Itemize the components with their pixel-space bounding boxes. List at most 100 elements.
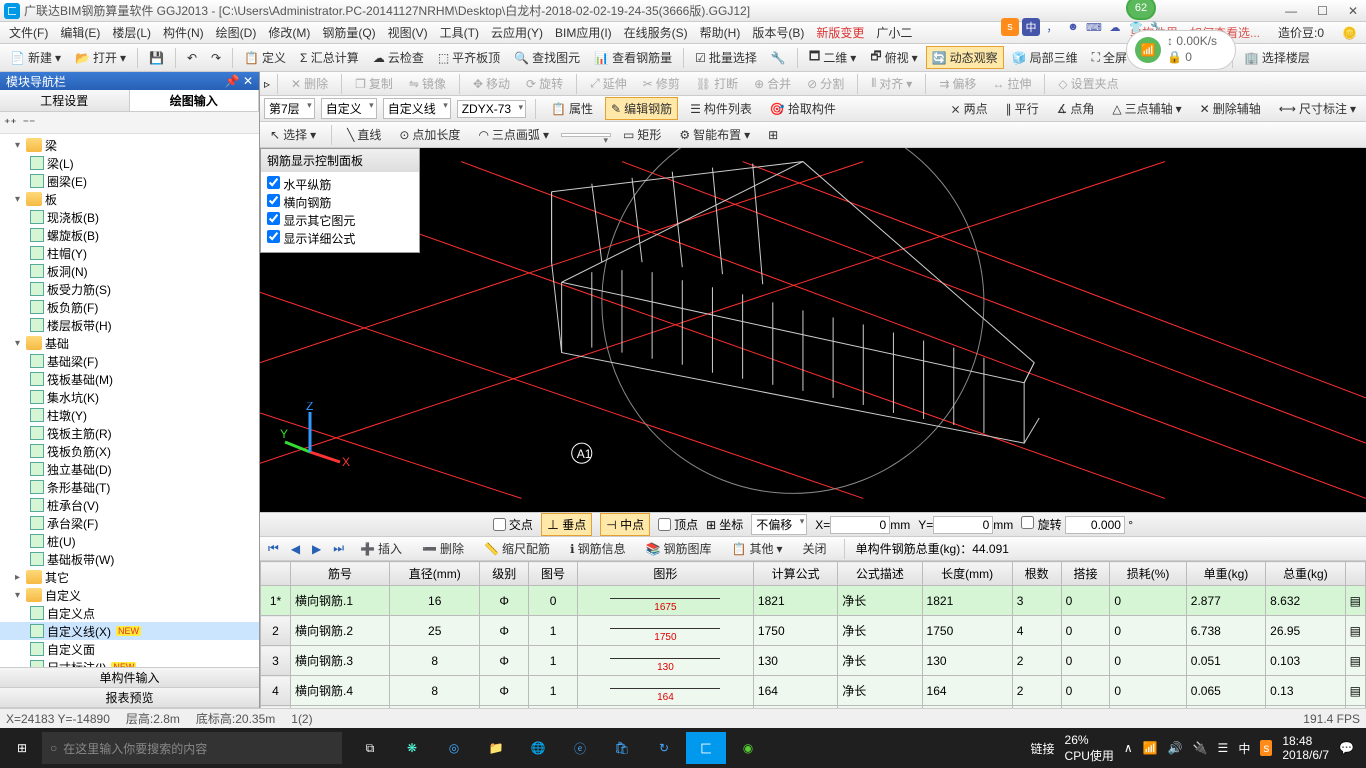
find-button[interactable]: 🔍 查找图元	[508, 46, 586, 69]
app3-icon[interactable]: 匚	[686, 732, 726, 764]
parallel-button[interactable]: ∥ 平行	[1000, 97, 1045, 120]
grid-header[interactable]: 筋号	[291, 562, 390, 586]
menu-modify[interactable]: 修改(M)	[263, 22, 315, 43]
start-button[interactable]: ⊞	[4, 732, 40, 764]
tree-item[interactable]: 自定义点	[0, 604, 259, 622]
3d-viewport[interactable]: A1 X Y Z 钢筋显示控制面板 水平纵筋 横向钢筋 显示其它图元 显示详细公…	[260, 148, 1366, 512]
grid-header[interactable]: 公式描述	[838, 562, 922, 586]
menu-file[interactable]: 文件(F)	[4, 22, 53, 43]
tree-item[interactable]: 基础板带(W)	[0, 550, 259, 568]
tree-item[interactable]: ▾梁	[0, 136, 259, 154]
tray-vol-icon[interactable]: 🔊	[1168, 741, 1183, 755]
tray-up-icon[interactable]: ∧	[1124, 741, 1133, 755]
menu-tool[interactable]: 工具(T)	[435, 22, 484, 43]
edge-icon[interactable]: ◎	[434, 732, 474, 764]
tray-notif-icon[interactable]: 💬	[1339, 741, 1354, 755]
redo-icon[interactable]: ↷	[205, 48, 227, 68]
app1-icon[interactable]: ❋	[392, 732, 432, 764]
view-local3d-button[interactable]: 🧊 局部三维	[1006, 46, 1084, 69]
line-style-dropdown[interactable]	[561, 133, 611, 137]
save-icon[interactable]: 💾	[143, 48, 170, 68]
floor-dropdown[interactable]: 第7层	[264, 98, 315, 119]
offset-mode-dropdown[interactable]: 不偏移	[751, 514, 807, 535]
tree-item[interactable]: 独立基础(D)	[0, 460, 259, 478]
tree-item[interactable]: 板洞(N)	[0, 262, 259, 280]
select-floor-button[interactable]: 🏢 选择楼层	[1238, 46, 1316, 69]
rotate-check[interactable]	[1021, 516, 1034, 529]
batch-select-button[interactable]: ☑ 批量选择	[689, 46, 763, 69]
collapse-icon[interactable]: ⁻⁻	[23, 116, 36, 130]
tray-link[interactable]: 链接	[1031, 740, 1055, 757]
store-icon[interactable]: 🛍	[602, 732, 642, 764]
menu-floor[interactable]: 楼层(L)	[107, 22, 156, 43]
list-button[interactable]: ☰ 构件列表	[684, 97, 758, 120]
merge-button[interactable]: ⊕ 合并	[748, 72, 797, 95]
menu-view[interactable]: 视图(V)	[383, 22, 433, 43]
360-icon[interactable]: ◉	[728, 732, 768, 764]
ime-keyboard-icon[interactable]: ⌨	[1085, 18, 1103, 36]
snap-perp-button[interactable]: ⊥ 垂点	[541, 513, 592, 536]
tree-item[interactable]: 筏板主筋(R)	[0, 424, 259, 442]
tray-bat-icon[interactable]: 🔌	[1193, 741, 1208, 755]
menu-component[interactable]: 构件(N)	[158, 22, 209, 43]
menu-rebar[interactable]: 钢筋量(Q)	[317, 22, 380, 43]
menu-extra2[interactable]: 广小二	[871, 22, 917, 43]
select-button[interactable]: ↖ 选择 ▾	[264, 123, 322, 146]
rebar-lib-button[interactable]: 📚 钢筋图库	[640, 537, 718, 560]
tree-item[interactable]: 尺寸标注(I)NEW	[0, 658, 259, 667]
dim-button[interactable]: ⟷ 尺寸标注 ▾	[1273, 97, 1362, 120]
table-row[interactable]: 1*横向钢筋.116Φ016751821净长18213002.8778.632▤	[261, 586, 1366, 616]
category-dropdown[interactable]: 自定义	[321, 98, 377, 119]
line-button[interactable]: ╲ 直线	[341, 123, 387, 146]
align-top-button[interactable]: ⬚ 平齐板顶	[432, 46, 506, 69]
tree-item[interactable]: 梁(L)	[0, 154, 259, 172]
insert-row-button[interactable]: ➕ 插入	[354, 537, 408, 560]
tray-ime[interactable]: 中	[1238, 740, 1250, 757]
nav-prev-icon[interactable]: ◀	[289, 542, 302, 556]
y-input[interactable]	[933, 516, 993, 534]
sel-arrow-icon[interactable]: ▹	[264, 77, 270, 91]
grid-header[interactable]: 搭接	[1061, 562, 1110, 586]
menu-bim[interactable]: BIM应用(I)	[550, 22, 617, 43]
type-dropdown[interactable]: 自定义线	[383, 98, 451, 119]
ime-emoji-icon[interactable]: ☻	[1064, 18, 1082, 36]
view-2d-button[interactable]: 🗖 二维 ▾	[803, 44, 862, 71]
edit-rebar-button[interactable]: ✎ 编辑钢筋	[605, 97, 678, 120]
pick-button[interactable]: 🎯 拾取构件	[764, 97, 842, 120]
delete-aux-button[interactable]: ✕ 删除辅轴	[1194, 97, 1267, 120]
tree-item[interactable]: 集水坑(K)	[0, 388, 259, 406]
split-button[interactable]: ⊘ 分割	[801, 72, 850, 95]
tree-item[interactable]: 基础梁(F)	[0, 352, 259, 370]
rotate-button[interactable]: ⟳ 旋转	[520, 72, 569, 95]
expand-icon[interactable]: ⁺⁺	[4, 116, 17, 130]
nav-next-icon[interactable]: ▶	[310, 542, 323, 556]
close-panel-button[interactable]: 关闭	[797, 537, 833, 560]
tree-item[interactable]: 现浇板(B)	[0, 208, 259, 226]
display-option[interactable]: 横向钢筋	[267, 194, 413, 212]
calc-button[interactable]: Σ 汇总计算	[294, 46, 365, 69]
taskbar-search[interactable]: ○ 在这里输入你要搜索的内容	[42, 732, 342, 764]
rotate-input[interactable]	[1065, 516, 1125, 534]
trim-button[interactable]: ✂ 修剪	[637, 72, 686, 95]
point-ext-button[interactable]: ⊙ 点加长度	[393, 123, 466, 146]
tree-item[interactable]: 筏板基础(M)	[0, 370, 259, 388]
app2-icon[interactable]: ↻	[644, 732, 684, 764]
menu-help[interactable]: 帮助(H)	[695, 22, 746, 43]
tray-wifi-icon[interactable]: 📶	[1143, 741, 1158, 755]
tree-item[interactable]: 条形基础(T)	[0, 478, 259, 496]
tab-drawing[interactable]: 绘图输入	[130, 90, 260, 111]
tree-item[interactable]: 圈梁(E)	[0, 172, 259, 190]
delete-row-button[interactable]: ➖ 删除	[416, 537, 470, 560]
tree-item[interactable]: 桩承台(V)	[0, 496, 259, 514]
menu-draw[interactable]: 绘图(D)	[211, 22, 262, 43]
define-button[interactable]: 📋 定义	[238, 46, 292, 69]
view-top-button[interactable]: 🗗 俯视 ▾	[864, 44, 923, 71]
view-rebar-button[interactable]: 📊 查看钢筋量	[588, 46, 678, 69]
notification-badge[interactable]: 62	[1126, 0, 1156, 20]
taskview-icon[interactable]: ⧉	[350, 732, 390, 764]
maximize-button[interactable]: ☐	[1313, 4, 1332, 18]
rebar-display-panel[interactable]: 钢筋显示控制面板 水平纵筋 横向钢筋 显示其它图元 显示详细公式	[260, 148, 420, 253]
tree-item[interactable]: 板负筋(F)	[0, 298, 259, 316]
grid-header[interactable]: 损耗(%)	[1110, 562, 1186, 586]
table-row[interactable]: 4横向钢筋.48Φ1164164净长1642000.0650.13▤	[261, 676, 1366, 706]
